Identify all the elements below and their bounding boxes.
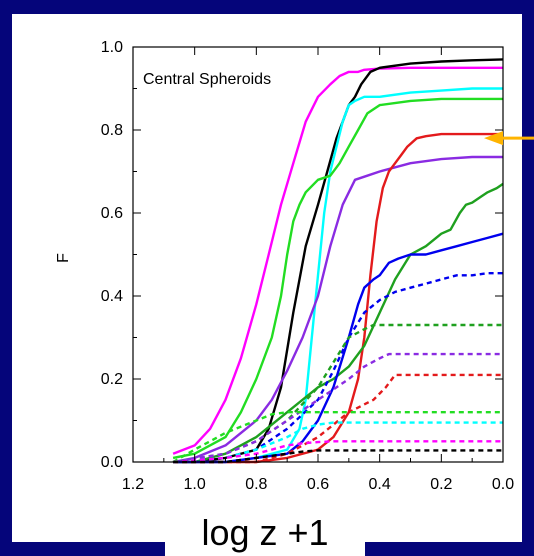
x-tick-label: 0.4 <box>369 476 391 493</box>
series-line-9 <box>173 272 503 464</box>
y-tick-label: 0.8 <box>101 122 123 139</box>
chart-annotation: Central Spheroids <box>143 71 271 88</box>
series-line-4 <box>172 97 503 460</box>
y-tick-label: 1.0 <box>101 39 123 56</box>
y-tick-label: 0.2 <box>101 371 123 388</box>
series-line-14 <box>173 421 503 464</box>
series-line-5 <box>172 155 503 464</box>
y-axis-label: F <box>55 253 72 263</box>
y-tick-label: 0.4 <box>101 288 123 305</box>
series-line-2 <box>173 58 504 464</box>
x-axis-label: log z +1 <box>201 512 329 553</box>
series-line-6 <box>173 132 503 464</box>
series-line-8 <box>173 232 504 464</box>
series-line-15 <box>173 440 503 464</box>
y-tick-label: 0.0 <box>101 454 123 471</box>
series-line-11 <box>172 352 503 464</box>
x-tick-label: 0.2 <box>430 476 452 493</box>
series-line-13 <box>172 411 503 464</box>
x-tick-label: 1.2 <box>122 476 144 493</box>
y-tick-label: 0.6 <box>101 205 123 222</box>
series-line-1 <box>172 66 503 455</box>
x-tick-label: 0.0 <box>492 476 514 493</box>
arrow-head <box>484 131 503 146</box>
x-tick-label: 0.6 <box>307 476 329 493</box>
x-axis-label-box: log z +1 <box>165 510 365 556</box>
series-line-10 <box>172 323 503 464</box>
x-tick-label: 0.8 <box>245 476 267 493</box>
series-line-7 <box>173 182 504 464</box>
x-tick-label: 1.0 <box>184 476 206 493</box>
series-line-12 <box>173 373 503 464</box>
